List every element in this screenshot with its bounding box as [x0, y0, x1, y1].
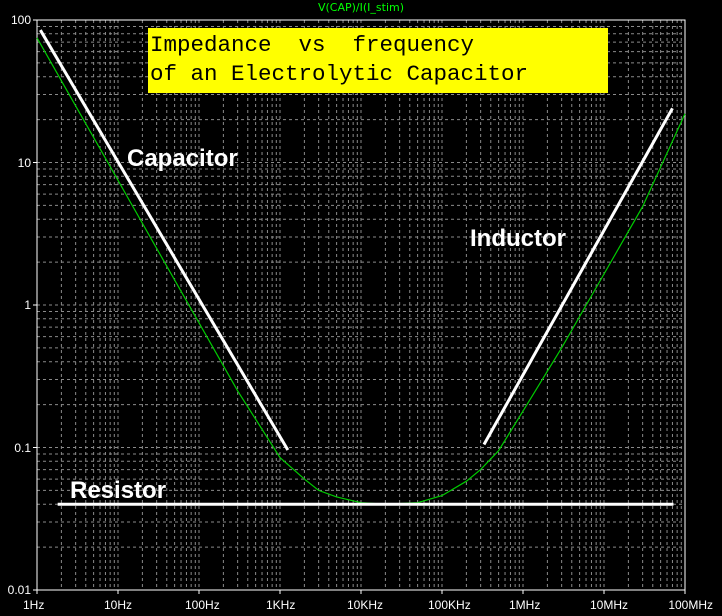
x-tick-label: 1KHz [266, 598, 296, 612]
inductor-asymptote-line [482, 107, 674, 446]
y-tick-label: 100 [10, 13, 31, 27]
banner-line-2: of an Electrolytic Capacitor [150, 61, 529, 87]
y-tick-label: 0.1 [14, 440, 31, 455]
inductor-label: Inductor [470, 225, 566, 252]
x-tick-label: 1MHz [509, 598, 541, 612]
x-tick-label: 10MHz [590, 598, 629, 612]
tick-marks [33, 19, 686, 594]
y-tick-label: 1 [24, 298, 31, 312]
x-tick-label: 100Hz [185, 598, 220, 612]
x-tick-label: 100KHz [428, 598, 471, 612]
resistor-label: Resistor [70, 477, 167, 504]
y-tick-label: 10 [17, 155, 31, 170]
capacitor-label: Capacitor [127, 145, 238, 172]
x-tick-label: 10KHz [347, 598, 384, 612]
impedance-curves [36, 29, 686, 506]
title-banner: Impedance vs frequency of an Electrolyti… [148, 28, 608, 93]
x-tick-label: 1Hz [23, 598, 45, 612]
x-tick-label: 100MHz [668, 598, 713, 612]
y-tick-label: 0.01 [7, 583, 31, 597]
capacitor-asymptote-line [39, 29, 290, 451]
x-tick-label: 10Hz [104, 598, 133, 612]
series-title: V(CAP)/I(I_stim) [317, 1, 405, 14]
banner-line-1: Impedance vs frequency [150, 32, 475, 58]
